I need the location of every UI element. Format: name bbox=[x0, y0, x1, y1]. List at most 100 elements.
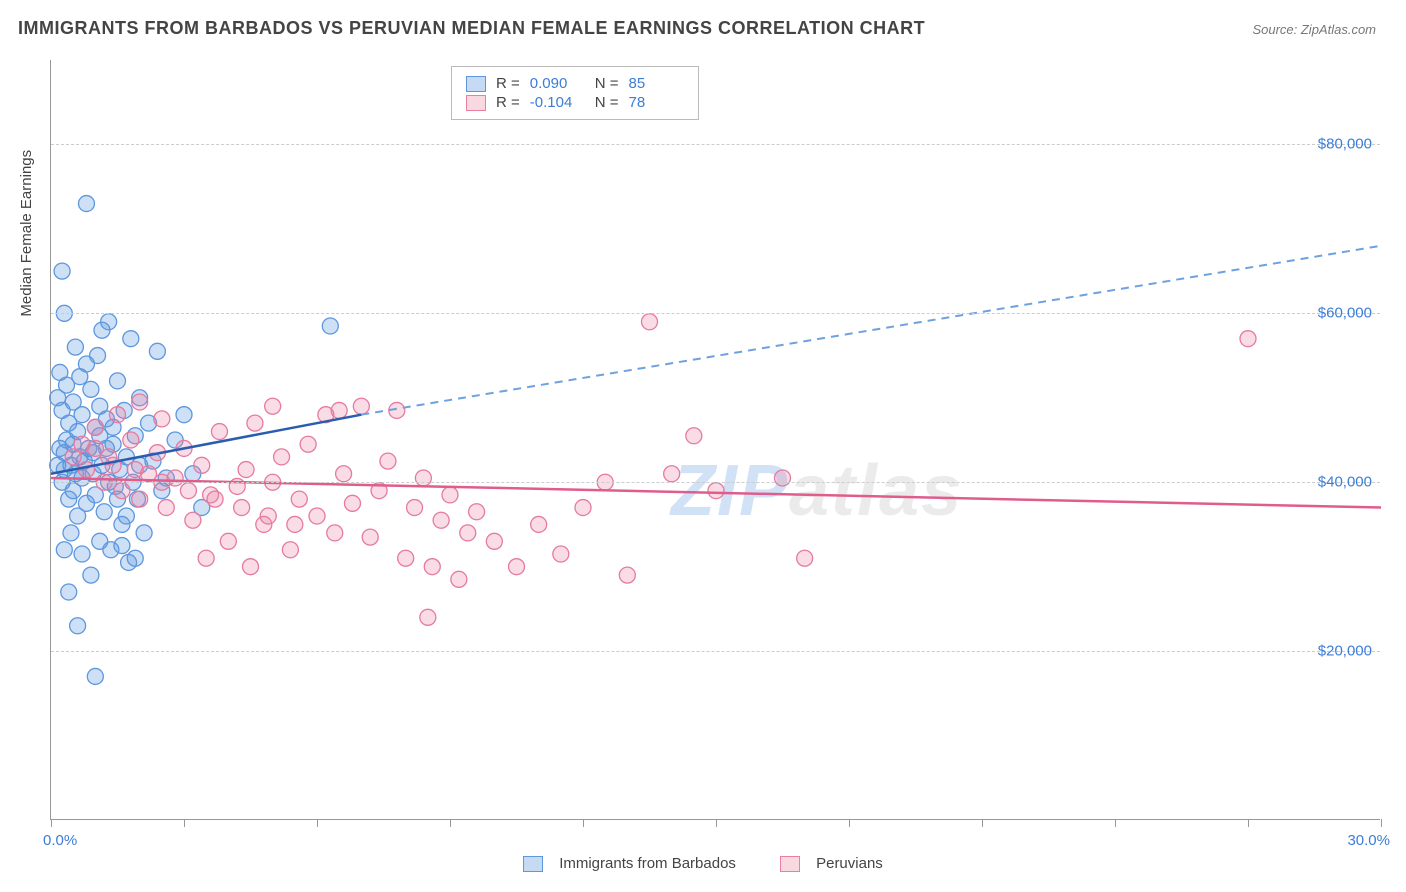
scatter-point bbox=[87, 419, 103, 435]
x-tick bbox=[849, 819, 850, 827]
scatter-point bbox=[344, 495, 360, 511]
scatter-point bbox=[87, 668, 103, 684]
scatter-point bbox=[287, 516, 303, 532]
y-tick-label: $40,000 bbox=[1318, 474, 1372, 491]
scatter-point bbox=[110, 407, 126, 423]
x-tick bbox=[51, 819, 52, 827]
scatter-point bbox=[78, 356, 94, 372]
scatter-point bbox=[260, 508, 276, 524]
scatter-point bbox=[78, 462, 94, 478]
scatter-point bbox=[211, 424, 227, 440]
scatter-point bbox=[509, 559, 525, 575]
scatter-point bbox=[327, 525, 343, 541]
scatter-point bbox=[114, 483, 130, 499]
legend-item-pink: Peruvians bbox=[770, 855, 893, 872]
scatter-point bbox=[451, 571, 467, 587]
scatter-point bbox=[407, 500, 423, 516]
scatter-point bbox=[642, 314, 658, 330]
scatter-point bbox=[123, 432, 139, 448]
x-tick bbox=[1381, 819, 1382, 827]
scatter-point bbox=[265, 398, 281, 414]
scatter-point bbox=[63, 525, 79, 541]
scatter-point bbox=[67, 339, 83, 355]
scatter-point bbox=[127, 550, 143, 566]
scatter-point bbox=[291, 491, 307, 507]
scatter-point bbox=[460, 525, 476, 541]
scatter-point bbox=[1240, 331, 1256, 347]
scatter-point bbox=[362, 529, 378, 545]
scatter-point bbox=[274, 449, 290, 465]
scatter-point bbox=[336, 466, 352, 482]
scatter-point bbox=[123, 331, 139, 347]
chart-title: IMMIGRANTS FROM BARBADOS VS PERUVIAN MED… bbox=[18, 18, 925, 39]
grid-line bbox=[51, 313, 1380, 314]
scatter-point bbox=[61, 584, 77, 600]
grid-line bbox=[51, 651, 1380, 652]
scatter-point bbox=[74, 546, 90, 562]
grid-line bbox=[51, 144, 1380, 145]
y-tick-label: $80,000 bbox=[1318, 136, 1372, 153]
scatter-point bbox=[531, 516, 547, 532]
legend-label-pink: Peruvians bbox=[816, 855, 883, 872]
trend-line-dashed bbox=[361, 246, 1381, 415]
scatter-point bbox=[433, 512, 449, 528]
legend-label-blue: Immigrants from Barbados bbox=[559, 855, 736, 872]
scatter-point bbox=[83, 567, 99, 583]
swatch-blue bbox=[523, 856, 543, 872]
scatter-point bbox=[424, 559, 440, 575]
scatter-point bbox=[797, 550, 813, 566]
scatter-point bbox=[65, 394, 81, 410]
scatter-point bbox=[234, 500, 250, 516]
x-axis-label-left: 0.0% bbox=[43, 832, 77, 849]
scatter-point bbox=[238, 462, 254, 478]
scatter-point bbox=[708, 483, 724, 499]
source-label: Source: ZipAtlas.com bbox=[1252, 22, 1376, 37]
x-tick bbox=[317, 819, 318, 827]
y-tick-label: $60,000 bbox=[1318, 305, 1372, 322]
y-tick-label: $20,000 bbox=[1318, 643, 1372, 660]
scatter-point bbox=[207, 491, 223, 507]
grid-line bbox=[51, 482, 1380, 483]
scatter-point bbox=[420, 609, 436, 625]
scatter-point bbox=[194, 457, 210, 473]
swatch-pink bbox=[780, 856, 800, 872]
scatter-point bbox=[300, 436, 316, 452]
x-tick bbox=[1248, 819, 1249, 827]
scatter-point bbox=[486, 533, 502, 549]
scatter-point bbox=[575, 500, 591, 516]
scatter-point bbox=[220, 533, 236, 549]
scatter-point bbox=[83, 381, 99, 397]
scatter-point bbox=[619, 567, 635, 583]
scatter-point bbox=[442, 487, 458, 503]
scatter-point bbox=[415, 470, 431, 486]
scatter-point bbox=[70, 618, 86, 634]
x-tick bbox=[982, 819, 983, 827]
scatter-point bbox=[322, 318, 338, 334]
plot-area: ZIPatlas R = 0.090 N = 85 R = -0.104 N =… bbox=[50, 60, 1380, 820]
scatter-point bbox=[331, 402, 347, 418]
scatter-point bbox=[127, 462, 143, 478]
scatter-point bbox=[56, 542, 72, 558]
scatter-point bbox=[110, 373, 126, 389]
scatter-point bbox=[132, 491, 148, 507]
scatter-point bbox=[664, 466, 680, 482]
scatter-point bbox=[686, 428, 702, 444]
scatter-point bbox=[96, 504, 112, 520]
x-tick bbox=[716, 819, 717, 827]
scatter-point bbox=[180, 483, 196, 499]
scatter-point bbox=[54, 263, 70, 279]
scatter-point bbox=[94, 322, 110, 338]
scatter-point bbox=[469, 504, 485, 520]
scatter-point bbox=[553, 546, 569, 562]
x-tick bbox=[184, 819, 185, 827]
x-axis-label-right: 30.0% bbox=[1347, 832, 1390, 849]
scatter-point bbox=[247, 415, 263, 431]
scatter-point bbox=[380, 453, 396, 469]
scatter-point bbox=[136, 525, 152, 541]
scatter-point bbox=[154, 411, 170, 427]
scatter-point bbox=[158, 500, 174, 516]
x-tick bbox=[1115, 819, 1116, 827]
scatter-point bbox=[176, 407, 192, 423]
scatter-point bbox=[132, 394, 148, 410]
scatter-point bbox=[185, 512, 201, 528]
